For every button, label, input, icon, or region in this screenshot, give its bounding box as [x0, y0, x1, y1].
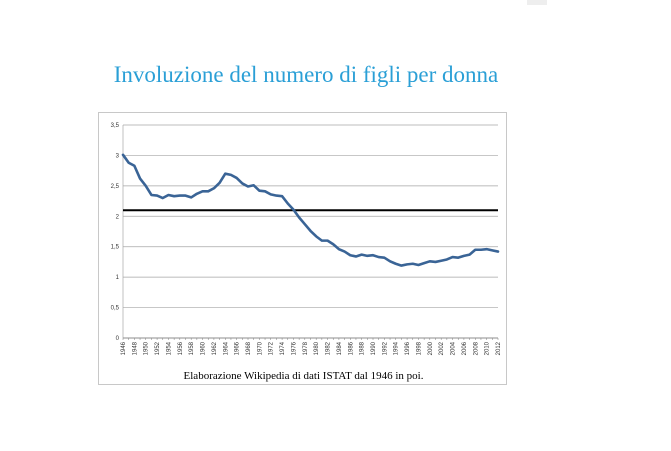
y-tick-label: 3: [116, 153, 120, 159]
x-tick-label: 1980: [314, 341, 320, 355]
x-tick-label: 1972: [269, 341, 275, 355]
page-title: Involuzione del numero di figli per donn…: [113, 62, 499, 87]
x-tick-label: 1956: [178, 341, 184, 355]
x-tick-label: 1988: [360, 341, 366, 355]
x-tick-label: 1954: [166, 341, 172, 355]
x-tick-label: 1974: [280, 341, 286, 355]
fertility-line-chart: 0 0,5 1 1,5 2 2,5 3 3,5 1946 1948 1950 1952 1954 195…: [111, 123, 502, 355]
x-tick-label: 1990: [371, 341, 377, 355]
y-tick-label: 1: [116, 275, 120, 281]
x-tick-label: 1984: [337, 341, 343, 355]
x-tick-label: 2006: [462, 341, 468, 355]
x-tick-label: 1946: [121, 341, 127, 355]
x-axis-ticks: 1946 1948 1950 1952 1954 1956 1958 1960 1962 1964…: [121, 338, 502, 355]
y-axis-ticks: 0 0,5 1 1,5 2 2,5 3 3,5: [111, 123, 120, 342]
x-tick-label: 1994: [394, 341, 400, 355]
x-tick-label: 1970: [257, 341, 263, 355]
corner-mark: [527, 0, 547, 5]
chart-figure: 0 0,5 1 1,5 2 2,5 3 3,5 1946 1948 1950 1952 1954 195…: [98, 112, 507, 385]
x-tick-label: 1968: [246, 341, 252, 355]
x-tick-label: 1976: [291, 341, 297, 355]
x-tick-label: 1982: [326, 341, 332, 355]
x-tick-label: 1950: [144, 341, 150, 355]
x-tick-label: 1958: [189, 341, 195, 355]
x-tick-label: 1964: [223, 341, 229, 355]
x-tick-label: 1960: [201, 341, 207, 355]
x-tick-label: 2012: [496, 341, 502, 355]
x-tick-label: 2004: [451, 341, 457, 355]
y-tick-label: 0,5: [111, 306, 120, 312]
y-tick-label: 3,5: [111, 123, 120, 129]
x-tick-label: 1952: [155, 341, 161, 355]
x-tick-label: 1986: [348, 341, 354, 355]
x-tick-label: 1992: [382, 341, 388, 355]
y-tick-label: 2,5: [111, 184, 120, 190]
x-tick-label: 2002: [439, 341, 445, 355]
x-tick-label: 1978: [303, 341, 309, 355]
y-tick-label: 2: [116, 214, 120, 220]
x-tick-label: 2008: [473, 341, 479, 355]
series-line: [121, 153, 500, 267]
x-tick-label: 1948: [132, 341, 138, 355]
y-tick-label: 0: [116, 336, 120, 342]
y-tick-label: 1,5: [111, 245, 120, 251]
series-group: [121, 153, 500, 267]
x-tick-label: 1998: [416, 341, 422, 355]
x-tick-label: 1966: [235, 341, 241, 355]
chart-caption: Elaborazione Wikipedia di dati ISTAT dal…: [183, 370, 424, 382]
x-tick-label: 1996: [405, 341, 411, 355]
x-tick-label: 1962: [212, 341, 218, 355]
x-tick-label: 2000: [428, 341, 434, 355]
x-tick-label: 2010: [485, 341, 491, 355]
